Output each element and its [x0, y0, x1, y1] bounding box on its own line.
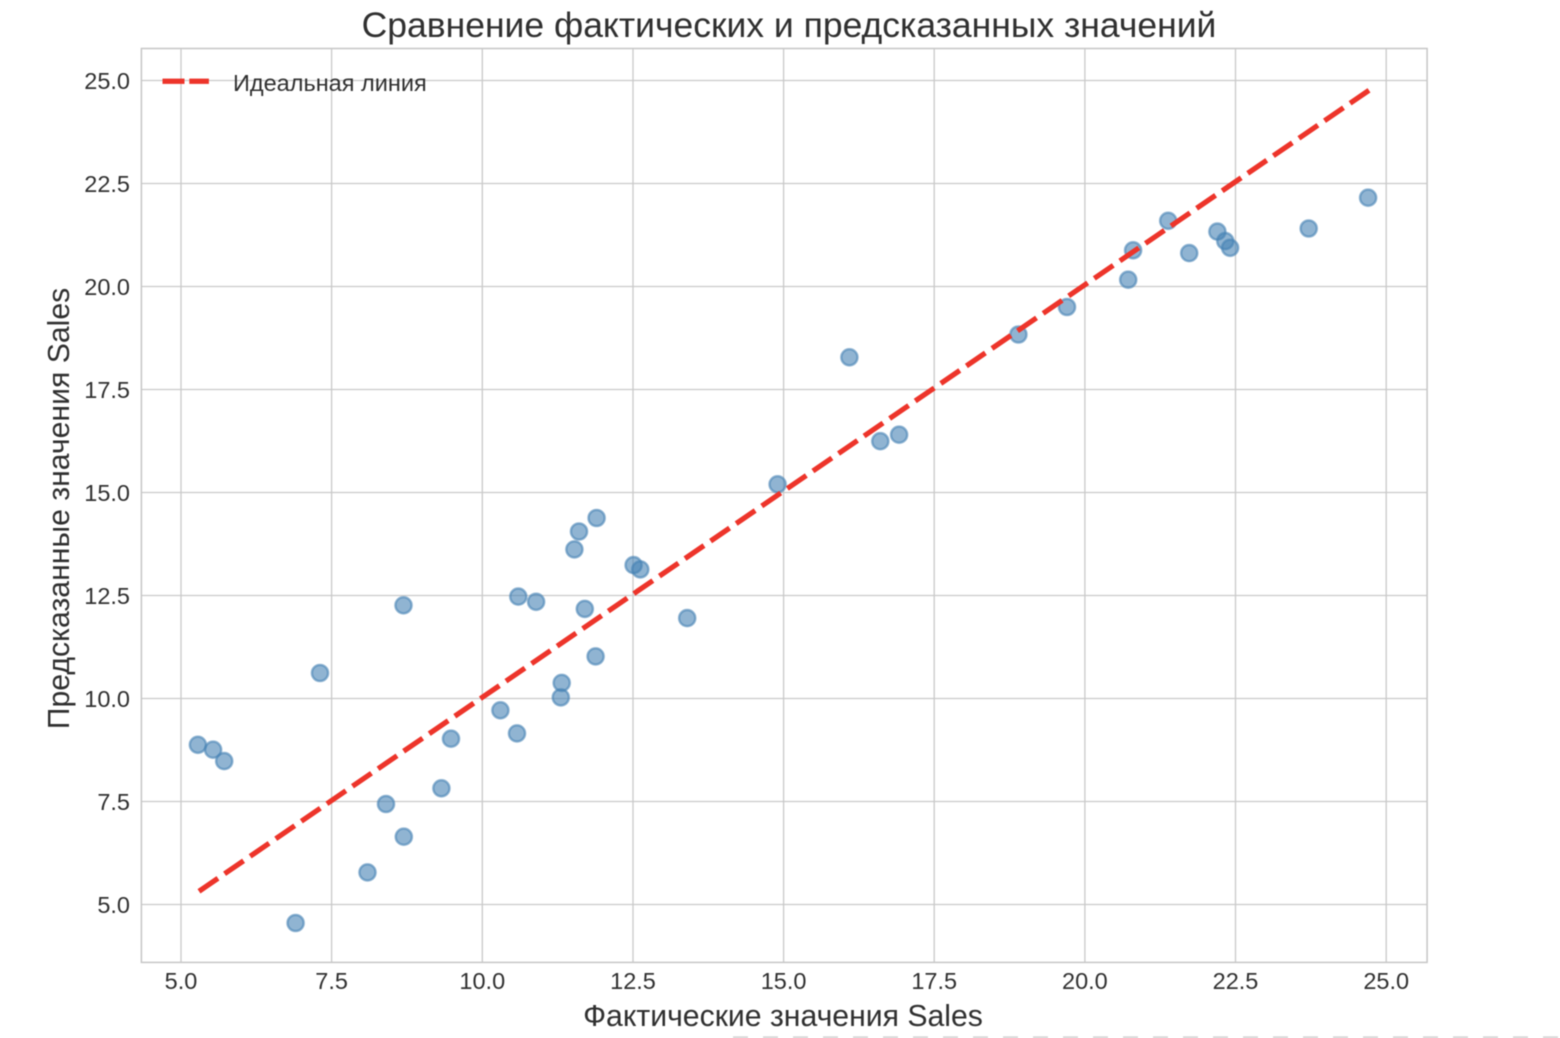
svg-text:Фактические значения Sales: Фактические значения Sales [583, 1000, 983, 1033]
svg-text:Сравнение фактических и предск: Сравнение фактических и предсказанных зн… [362, 5, 1217, 45]
svg-text:25.0: 25.0 [84, 68, 130, 94]
svg-text:17.5: 17.5 [911, 968, 957, 994]
svg-text:22.5: 22.5 [1213, 968, 1259, 994]
svg-text:7.5: 7.5 [315, 968, 348, 994]
svg-text:20.0: 20.0 [84, 274, 130, 300]
svg-text:20.0: 20.0 [1062, 968, 1108, 994]
svg-text:Идеальная линия: Идеальная линия [233, 70, 427, 96]
svg-text:17.5: 17.5 [84, 377, 130, 403]
svg-text:12.5: 12.5 [610, 968, 656, 994]
svg-text:12.5: 12.5 [84, 583, 130, 609]
svg-text:22.5: 22.5 [84, 171, 130, 197]
svg-text:Предсказанные значения Sales: Предсказанные значения Sales [43, 288, 76, 729]
svg-text:10.0: 10.0 [459, 968, 505, 994]
svg-text:10.0: 10.0 [84, 686, 130, 712]
svg-text:15.0: 15.0 [761, 968, 807, 994]
svg-text:5.0: 5.0 [97, 892, 130, 918]
svg-text:25.0: 25.0 [1363, 968, 1409, 994]
svg-text:7.5: 7.5 [97, 789, 130, 815]
svg-text:5.0: 5.0 [165, 968, 198, 994]
svg-text:15.0: 15.0 [84, 480, 130, 506]
